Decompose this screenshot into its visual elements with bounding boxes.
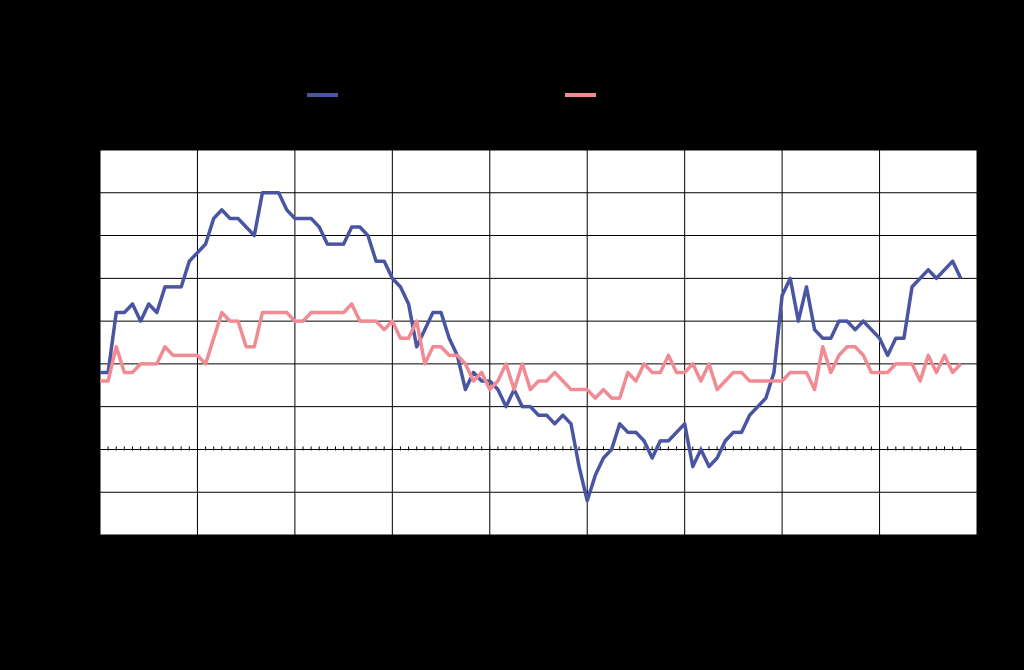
plot-area (100, 150, 977, 535)
series-line (100, 191, 963, 503)
series-line (100, 302, 963, 400)
